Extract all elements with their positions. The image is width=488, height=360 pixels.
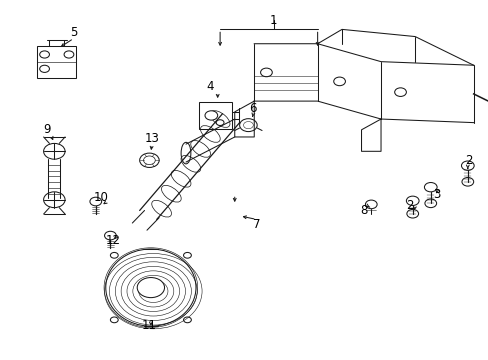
Text: 1: 1 (269, 14, 277, 27)
Circle shape (424, 183, 436, 192)
Circle shape (461, 161, 473, 170)
Circle shape (365, 200, 376, 209)
Text: 7: 7 (252, 218, 260, 231)
Circle shape (64, 51, 74, 58)
Circle shape (40, 51, 49, 58)
Circle shape (333, 77, 345, 86)
Circle shape (40, 65, 49, 72)
Text: 13: 13 (144, 132, 159, 145)
Text: 8: 8 (360, 204, 367, 217)
Circle shape (104, 231, 116, 240)
Text: 10: 10 (93, 192, 108, 204)
Circle shape (243, 122, 253, 129)
Ellipse shape (105, 249, 196, 326)
Text: 6: 6 (249, 102, 257, 115)
Circle shape (461, 177, 473, 186)
Circle shape (394, 88, 406, 96)
Text: 11: 11 (142, 319, 157, 332)
Circle shape (137, 278, 164, 298)
Circle shape (406, 210, 418, 218)
Bar (198, 102, 231, 129)
Text: 5: 5 (70, 27, 78, 40)
Circle shape (216, 120, 224, 126)
Circle shape (424, 199, 436, 208)
Text: 9: 9 (43, 123, 51, 136)
Circle shape (260, 68, 272, 77)
Circle shape (90, 197, 102, 206)
Text: 12: 12 (105, 234, 120, 247)
Text: 3: 3 (432, 188, 440, 201)
Text: 2: 2 (406, 199, 413, 212)
Circle shape (406, 196, 418, 206)
Circle shape (204, 111, 217, 120)
Text: 2: 2 (464, 154, 471, 167)
Bar (37, 45, 76, 78)
Text: 4: 4 (206, 80, 214, 93)
